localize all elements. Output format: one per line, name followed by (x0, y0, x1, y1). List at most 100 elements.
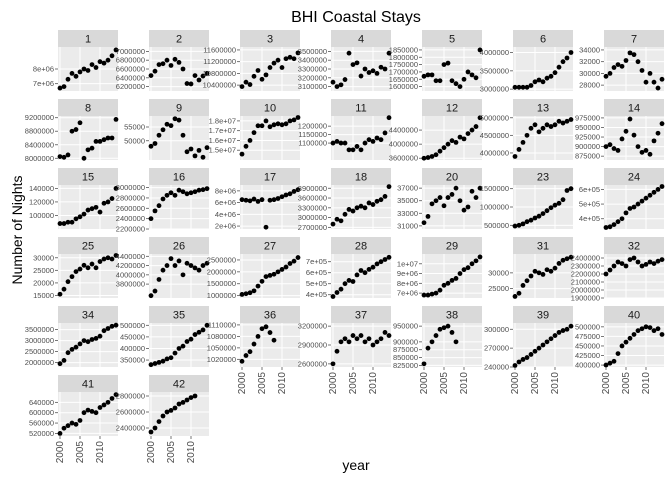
data-point (275, 57, 281, 63)
data-point (105, 255, 111, 261)
data-point (255, 68, 261, 73)
facet-strip (58, 375, 118, 392)
data-point (267, 330, 273, 335)
data-point (97, 138, 103, 144)
y-tick-label: 3600000 (298, 194, 327, 203)
y-tick-label: 11600000 (203, 45, 236, 54)
data-point (512, 154, 518, 159)
data-point (603, 73, 609, 79)
data-point (89, 409, 95, 414)
data-point (619, 216, 625, 222)
facet-strip-label: 20 (446, 172, 458, 184)
y-tick-label: 32000 (579, 57, 600, 66)
y-tick-label: 900000 (393, 337, 418, 346)
y-tick-label: 6e+06 (215, 198, 236, 207)
data-point (651, 189, 657, 195)
facet-strip-label: 2 (176, 34, 182, 46)
data-point (441, 325, 447, 331)
data-point (334, 290, 340, 295)
data-point (69, 347, 75, 352)
y-tick-label: 520000 (29, 429, 54, 438)
data-point (283, 121, 289, 127)
y-tick-label: 975000 (575, 113, 600, 122)
facet-strip-label: 15 (82, 172, 94, 184)
data-point (611, 65, 617, 70)
data-point (362, 66, 368, 72)
facet-strip-label: 31 (537, 241, 549, 253)
facet-strip-label: 40 (628, 310, 640, 322)
y-tick-label: 7e+06 (33, 79, 54, 88)
data-point (184, 149, 190, 155)
x-tick-label: 2005 (166, 441, 177, 464)
data-point (639, 68, 645, 73)
data-point (346, 207, 352, 212)
y-tick-label: 8e+06 (33, 65, 54, 74)
facet-strip-label: 24 (628, 172, 640, 184)
data-point (160, 196, 166, 202)
y-tick-label: 500000 (575, 322, 600, 331)
data-point (362, 339, 368, 345)
data-point (101, 60, 107, 66)
data-point (152, 288, 158, 294)
y-tick-label: 600000 (29, 408, 54, 417)
data-point (168, 190, 174, 196)
data-point (156, 419, 162, 424)
data-point (358, 203, 364, 209)
data-point (164, 263, 170, 268)
data-point (176, 258, 182, 264)
y-tick-label: 1900000 (571, 294, 600, 303)
y-tick-label: 2000000 (207, 267, 236, 276)
facet-strip-label: 35 (173, 310, 185, 322)
data-point (659, 121, 665, 127)
data-point (101, 256, 107, 262)
data-point (639, 326, 645, 332)
data-point (382, 330, 388, 335)
data-point (453, 276, 459, 281)
data-point (263, 72, 269, 78)
data-point (429, 72, 435, 78)
data-point (449, 78, 455, 84)
y-tick-label: 7e+06 (397, 289, 418, 298)
data-point (627, 50, 633, 56)
data-point (354, 272, 360, 278)
data-point (623, 339, 629, 345)
data-point (89, 62, 95, 67)
data-point (528, 352, 534, 357)
data-point (370, 138, 376, 144)
data-point (69, 128, 75, 134)
data-point (200, 327, 206, 333)
data-point (469, 261, 475, 267)
data-point (109, 256, 115, 262)
data-point (607, 360, 613, 366)
data-point (627, 116, 633, 122)
data-point (61, 84, 67, 89)
data-point (279, 194, 285, 200)
data-point (109, 323, 115, 329)
data-point (378, 336, 384, 342)
y-tick-label: 2400000 (571, 254, 600, 263)
facet-strip (149, 306, 209, 323)
data-point (77, 69, 83, 75)
data-point (528, 125, 534, 131)
data-point (520, 140, 526, 145)
data-point (105, 399, 111, 405)
facet-strip (149, 30, 209, 47)
data-point (113, 322, 119, 328)
data-point (148, 429, 154, 435)
data-point (85, 265, 91, 271)
data-point (374, 339, 380, 345)
y-tick-label: 300000 (484, 325, 509, 334)
data-point (532, 348, 538, 354)
data-point (568, 254, 574, 260)
data-point (184, 260, 190, 266)
y-tick-label: 6400000 (116, 73, 145, 82)
data-point (366, 267, 372, 272)
data-point (65, 423, 71, 429)
data-point (469, 127, 475, 133)
data-point (247, 290, 253, 296)
y-tick-label: 3200000 (298, 322, 327, 331)
data-point (540, 272, 546, 277)
data-point (251, 288, 257, 294)
